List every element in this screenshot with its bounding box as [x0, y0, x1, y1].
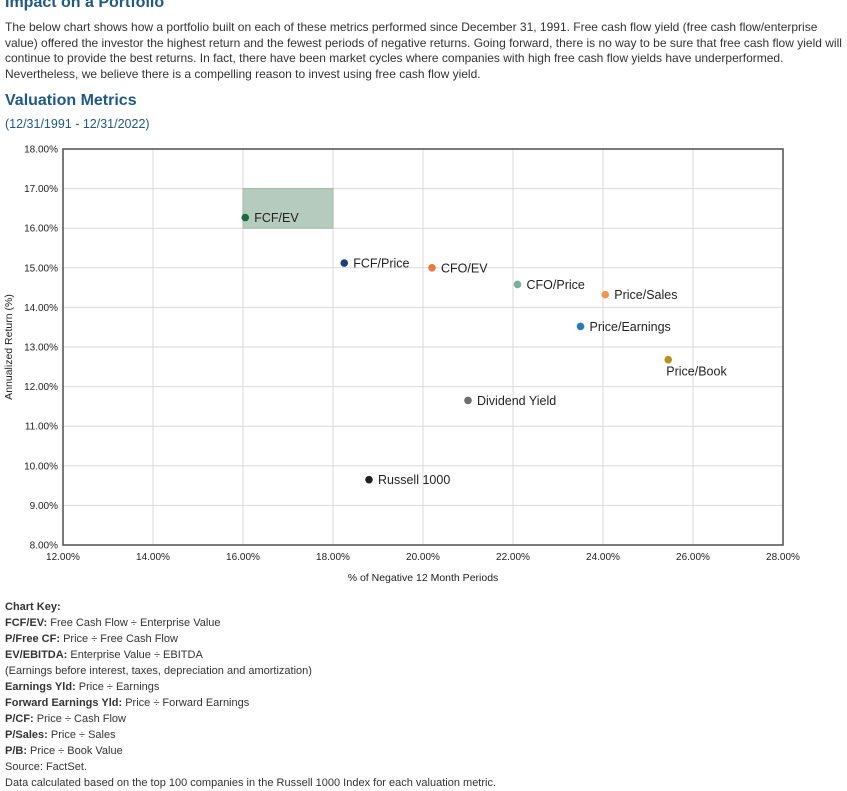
- chart-key-definition: Price ÷ Forward Earnings: [122, 697, 250, 709]
- y-tick-label: 12.00%: [24, 382, 58, 393]
- data-point: [241, 213, 250, 222]
- x-tick-label: 22.00%: [496, 552, 530, 563]
- data-point: [601, 290, 610, 299]
- highlight-region: [242, 188, 334, 229]
- x-tick-label: 12.00%: [46, 552, 80, 563]
- data-point: [513, 280, 522, 289]
- data-point-label: Price/Book: [666, 365, 727, 379]
- chart-key-definition: (Earnings before interest, taxes, deprec…: [5, 665, 312, 677]
- chart-key-item: Earnings Yld: Price ÷ Earnings: [5, 679, 496, 695]
- intro-paragraph: The below chart shows how a portfolio bu…: [5, 20, 842, 81]
- x-tick-label: 24.00%: [586, 552, 620, 563]
- chart-key-term: FCF/EV:: [5, 617, 48, 629]
- chart-key-term: P/Sales:: [5, 729, 48, 741]
- x-tick-label: 26.00%: [676, 552, 710, 563]
- chart-key-term: P/Free CF:: [5, 633, 61, 645]
- x-tick-label: 18.00%: [316, 552, 350, 563]
- grid: [63, 149, 783, 545]
- chart-key-definition: Price ÷ Cash Flow: [33, 713, 126, 725]
- y-tick-labels: 8.00% 9.00% 10.00% 11.00% 12.00% 13.00% 14.00%…: [24, 145, 58, 552]
- chart-key-item: (Earnings before interest, taxes, deprec…: [5, 663, 496, 679]
- y-tick-label: 18.00%: [24, 145, 58, 156]
- chart-key-term: Earnings Yld:: [5, 681, 76, 693]
- y-tick-label: 17.00%: [24, 184, 58, 195]
- chart-key-item: P/B: Price ÷ Book Value: [5, 743, 496, 759]
- y-tick-label: 15.00%: [24, 263, 58, 274]
- y-tick-label: 9.00%: [30, 501, 58, 512]
- y-tick-label: 10.00%: [24, 461, 58, 472]
- chart-key: Chart Key: FCF/EV: Free Cash Flow ÷ Ente…: [5, 599, 496, 791]
- data-point-label: Price/Sales: [614, 288, 677, 302]
- chart-key-heading: Chart Key:: [5, 601, 61, 613]
- chart-key-term: P/B:: [5, 745, 27, 757]
- x-tick-label: 28.00%: [766, 552, 800, 563]
- plot-frame: [62, 148, 784, 546]
- chart-key-item: FCF/EV: Free Cash Flow ÷ Enterprise Valu…: [5, 615, 496, 631]
- data-point-label: Dividend Yield: [477, 394, 556, 408]
- y-tick-label: 11.00%: [25, 422, 58, 433]
- data-point-label: CFO/Price: [527, 278, 585, 292]
- chart-key-definition: Price ÷ Earnings: [75, 681, 160, 693]
- chart-key-definition: Enterprise Value ÷ EBITDA: [67, 649, 203, 661]
- date-range: (12/31/1991 - 12/31/2022): [5, 117, 150, 131]
- data-point-label: FCF/EV: [254, 211, 299, 225]
- data-point-label: CFO/EV: [441, 261, 488, 275]
- chart-key-items: FCF/EV: Free Cash Flow ÷ Enterprise Valu…: [5, 615, 496, 759]
- y-tick-label: 8.00%: [30, 541, 58, 552]
- y-tick-label: 16.00%: [24, 224, 58, 235]
- y-tick-label: 13.00%: [24, 343, 58, 354]
- scatter-chart: 8.00% 9.00% 10.00% 11.00% 12.00% 13.00% 14.00%…: [3, 145, 800, 585]
- x-tick-label: 14.00%: [136, 552, 170, 563]
- data-point: [340, 259, 349, 267]
- data-points: FCF/EV FCF/Price CFO/EV CFO/Price Price/Sale…: [241, 211, 727, 487]
- data-point: [428, 264, 436, 272]
- highlight-region-layer: [242, 188, 334, 229]
- chart-section-title: Valuation Metrics: [5, 92, 137, 109]
- data-point: [464, 396, 472, 405]
- chart-key-definition: Price ÷ Sales: [47, 729, 116, 741]
- section-heading-impact: Impact on a Portfolio: [5, 0, 165, 11]
- x-axis-label: % of Negative 12 Month Periods: [348, 572, 499, 584]
- data-point-label: FCF/Price: [353, 257, 409, 271]
- chart-key-item: Forward Earnings Yld: Price ÷ Forward Ea…: [5, 695, 496, 711]
- chart-key-definition: Price ÷ Free Cash Flow: [60, 633, 178, 645]
- chart-key-term: EV/EBITDA:: [5, 649, 68, 661]
- y-tick-label: 14.00%: [24, 303, 58, 314]
- chart-key-item: P/Free CF: Price ÷ Free Cash Flow: [5, 631, 496, 647]
- chart-key-item: P/CF: Price ÷ Cash Flow: [5, 711, 496, 727]
- chart-key-definition: Free Cash Flow ÷ Enterprise Value: [47, 617, 221, 629]
- data-note: Data calculated based on the top 100 com…: [5, 777, 497, 789]
- chart-key-term: Forward Earnings Yld:: [5, 697, 123, 709]
- x-tick-label: 16.00%: [226, 552, 260, 563]
- y-axis-label: Annualized Return (%): [3, 294, 15, 400]
- x-tick-label: 20.00%: [406, 552, 440, 563]
- chart-key-item: EV/EBITDA: Enterprise Value ÷ EBITDA: [5, 647, 496, 663]
- chart-key-item: P/Sales: Price ÷ Sales: [5, 727, 496, 743]
- x-tick-labels: 12.00% 14.00% 16.00% 18.00% 20.00% 22.00% 24.0…: [46, 552, 800, 563]
- data-point-label: Price/Earnings: [590, 320, 671, 334]
- source-note: Source: FactSet.: [5, 761, 87, 773]
- chart-key-term: P/CF:: [5, 713, 34, 725]
- data-point: [664, 355, 673, 364]
- data-point: [365, 475, 373, 484]
- data-point: [576, 322, 585, 331]
- data-point-label: Russell 1000: [378, 473, 450, 487]
- chart-key-definition: Price ÷ Book Value: [27, 745, 123, 757]
